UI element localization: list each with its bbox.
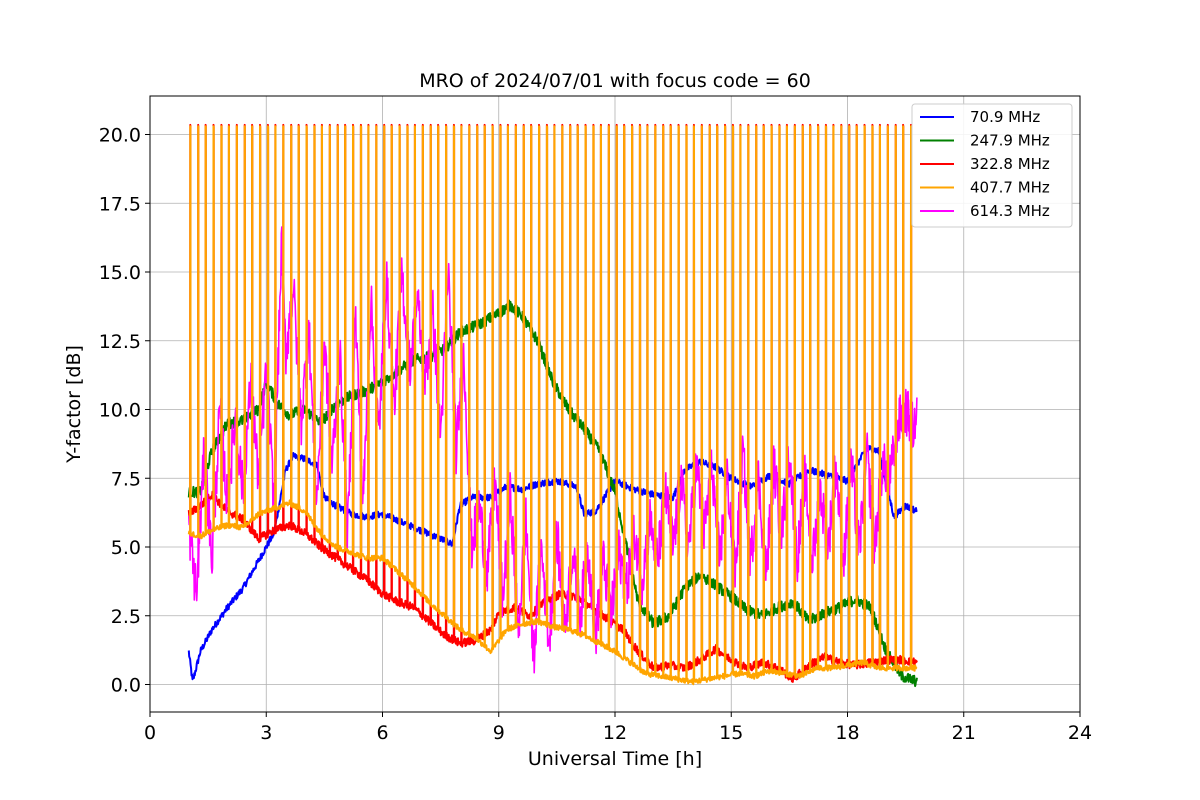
legend: 70.9 MHz 247.9 MHz 322.8 MHz 407.7 MHz 614.3… <box>911 103 1073 228</box>
y-tick-label: 0.0 <box>111 675 141 697</box>
legend-box <box>911 103 1073 228</box>
x-tick-label: 18 <box>835 722 859 744</box>
legend-label: 614.3 MHz <box>970 202 1050 220</box>
y-tick-label: 5.0 <box>111 537 141 559</box>
legend-label: 322.8 MHz <box>970 155 1050 173</box>
y-tick-label: 15.0 <box>99 262 141 284</box>
y-axis-label: Y-factor [dB] <box>63 345 85 464</box>
x-tick-label: 15 <box>719 722 743 744</box>
y-tick-label: 2.5 <box>111 606 141 628</box>
x-axis: 0 3 6 9 12 15 18 21 24 <box>144 712 1092 744</box>
y-axis: 0.0 2.5 5.0 7.5 10.0 12.5 15.0 17.5 20.0 <box>99 125 150 697</box>
plot-area <box>187 123 918 688</box>
x-tick-label: 0 <box>144 722 156 744</box>
x-tick-label: 24 <box>1068 722 1092 744</box>
x-tick-label: 12 <box>603 722 627 744</box>
x-tick-label: 6 <box>376 722 388 744</box>
x-tick-label: 9 <box>493 722 505 744</box>
x-tick-label: 3 <box>260 722 272 744</box>
legend-label: 247.9 MHz <box>970 132 1050 150</box>
y-tick-label: 10.0 <box>99 400 141 422</box>
legend-label: 70.9 MHz <box>970 108 1040 126</box>
chart-title: MRO of 2024/07/01 with focus code = 60 <box>419 70 811 92</box>
legend-label: 407.7 MHz <box>970 179 1050 197</box>
y-tick-label: 7.5 <box>111 468 141 490</box>
x-tick-label: 21 <box>952 722 976 744</box>
series-line-407-7-mhz <box>187 125 918 686</box>
x-axis-label: Universal Time [h] <box>528 748 702 770</box>
y-tick-label: 20.0 <box>99 125 141 147</box>
y-tick-label: 17.5 <box>99 193 141 215</box>
y-tick-label: 12.5 <box>99 331 141 353</box>
